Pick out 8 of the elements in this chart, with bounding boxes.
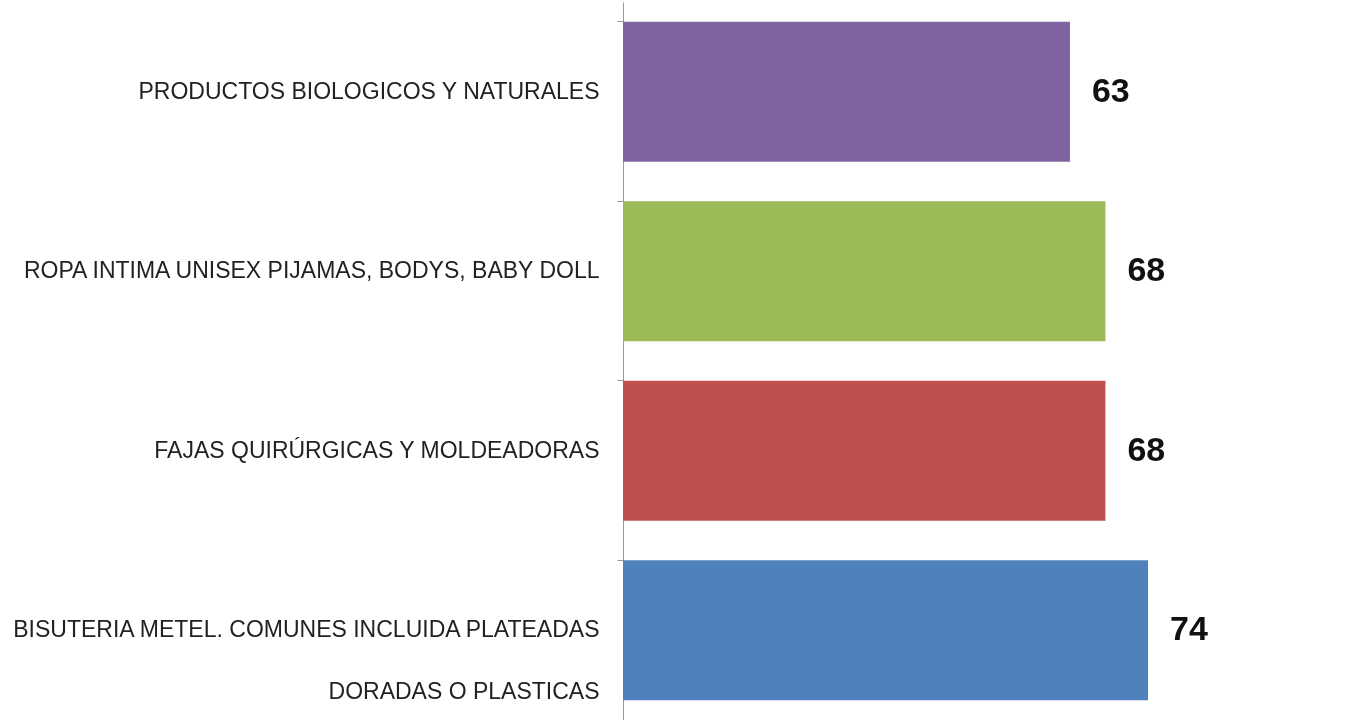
y-tick-label: ROPA INTIMA UNISEX PIJAMAS, BODYS, BABY DOLL (23, 257, 600, 284)
y-tick-label: PRODUCTOS BIOLOGICOS Y NATURALES (138, 77, 600, 104)
data-label: 63 (1091, 70, 1130, 109)
data-label: 68 (1127, 250, 1166, 289)
data-label: 74 (1170, 609, 1208, 648)
data-label: 68 (1127, 429, 1166, 468)
category-label: BISUTERIA METEL. COMUNES INCLUIDA PLATEADAS DORADAS O PLASTICAS (13, 616, 600, 705)
y-tick-label: FAJAS QUIRÚRGICAS Y MOLDEADORAS (154, 436, 600, 463)
